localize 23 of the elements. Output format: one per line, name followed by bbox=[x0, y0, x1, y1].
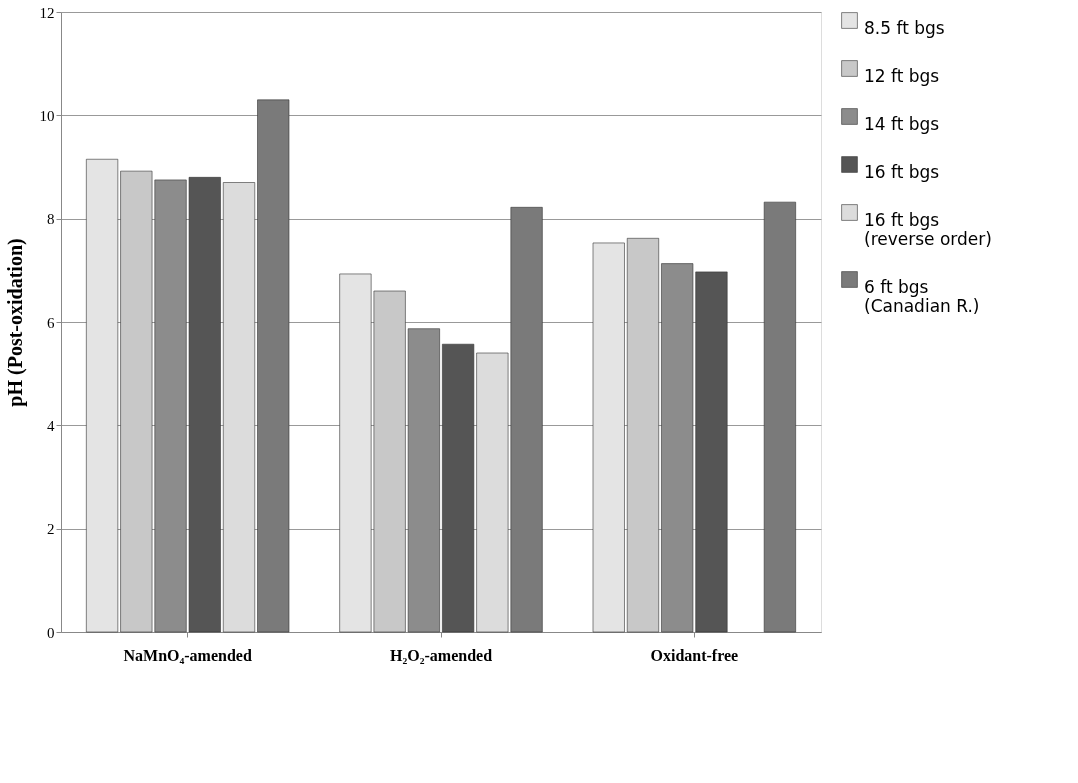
bar bbox=[222, 182, 256, 633]
bar bbox=[763, 201, 796, 633]
y-tick-label: 2 bbox=[47, 521, 55, 538]
x-tick-label: Oxidant-free bbox=[650, 646, 739, 664]
legend-label: 16 ft bgs (reverse order) bbox=[864, 209, 992, 249]
y-tick-label: 8 bbox=[47, 211, 55, 228]
bar bbox=[257, 99, 290, 633]
y-tick-label: 12 bbox=[39, 4, 55, 21]
y-tick-label: 4 bbox=[47, 417, 55, 434]
legend-label: 8.5 ft bgs bbox=[864, 17, 945, 38]
y-tick-label: 6 bbox=[47, 314, 55, 331]
bar bbox=[86, 158, 119, 633]
y-tick-label: 0 bbox=[47, 624, 55, 641]
y-axis-title: pH (Post-oxidation) bbox=[3, 238, 27, 407]
bar bbox=[626, 238, 660, 633]
legend-label: 16 ft bgs bbox=[864, 161, 940, 182]
legend-label: 14 ft bgs bbox=[864, 113, 940, 134]
x-tick-label: NaMnO₄-amended bbox=[123, 646, 252, 664]
legend-label: 12 ft bgs bbox=[864, 65, 940, 86]
legend-label: 6 ft bgs (Canadian R.) bbox=[864, 276, 980, 316]
bar bbox=[592, 242, 625, 633]
y-tick-label: 10 bbox=[39, 107, 55, 124]
x-tick-label: H₂O₂-amended bbox=[389, 646, 493, 664]
